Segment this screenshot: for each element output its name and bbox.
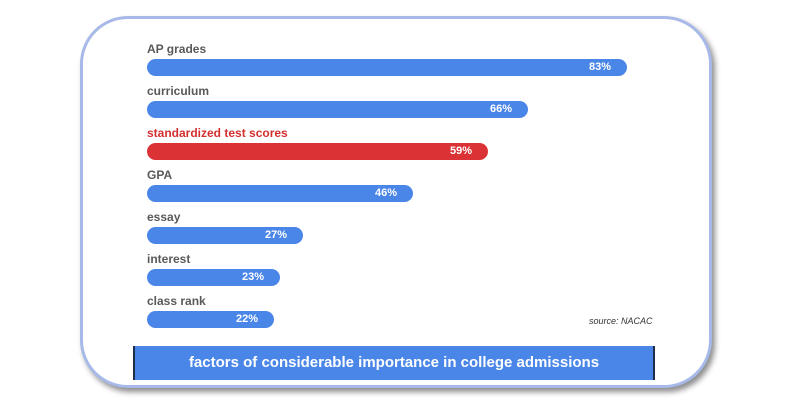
bar-value-label: 22% xyxy=(235,313,258,325)
category-label: standardized test scores xyxy=(147,126,288,140)
bar-value-label: 46% xyxy=(374,187,397,199)
category-label: essay xyxy=(147,210,181,224)
bar-value-label: 83% xyxy=(588,61,611,73)
bar: 83% xyxy=(147,59,627,76)
bar: 66% xyxy=(147,101,528,118)
bar-value-label: 59% xyxy=(449,145,472,157)
bar-value-label: 66% xyxy=(489,103,512,115)
bar: 27% xyxy=(147,227,303,244)
category-label: curriculum xyxy=(147,84,210,98)
bar: 59% xyxy=(147,143,488,160)
category-label: class rank xyxy=(147,294,206,308)
category-label: interest xyxy=(147,252,191,266)
bar: 23% xyxy=(147,269,280,286)
chart-title-banner: factors of considerable importance in co… xyxy=(133,346,655,380)
bar-value-label: 27% xyxy=(264,229,287,241)
bar-value-label: 23% xyxy=(241,271,264,283)
bar: 46% xyxy=(147,185,413,202)
category-label: GPA xyxy=(147,168,173,182)
source-note: source: NACAC xyxy=(589,316,653,326)
bar: 22% xyxy=(147,311,274,328)
category-label: AP grades xyxy=(147,42,207,56)
